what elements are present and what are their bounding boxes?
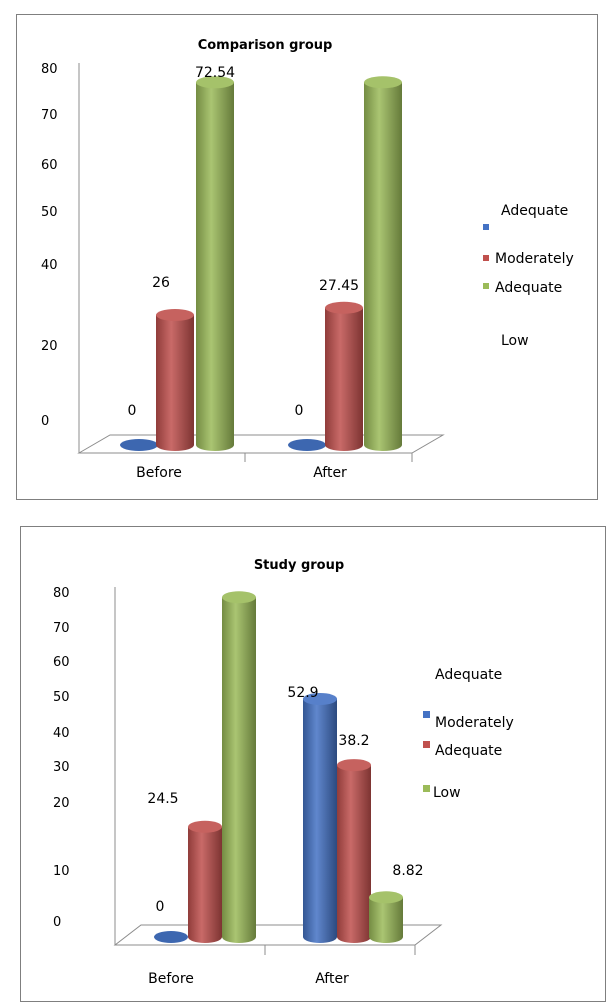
legend-swatch [423,741,430,748]
legend-swatch [423,785,430,792]
bar-series2-after-top [369,891,403,904]
category-label: Before [148,971,194,987]
category-label: After [313,465,347,481]
bar-series2-before-body [222,597,256,943]
bar-series2-before [196,76,234,452]
study-group-chart: Study group 80 70 60 50 40 30 20 10 0 0 24.5 52.9 38.… [53,558,514,987]
bar-series0-before-disc [120,439,158,451]
data-label: 27.45 [319,278,359,294]
bar-series1-after-top [325,301,363,314]
y-tick-label: 80 [53,586,70,601]
legend-label: Moderately [495,251,574,267]
bar-series1-after [337,759,371,943]
bar-series2-after [364,76,402,451]
y-tick-label: 20 [41,339,58,354]
y-tick-label: 0 [53,915,61,930]
legend-swatch [483,224,489,230]
bar-series0-after-top [303,692,337,705]
bar-series1-after-top [337,759,371,772]
bar-series0-before [120,439,158,451]
y-tick-label: 80 [41,62,58,77]
floor-plane [113,924,443,946]
comparison-group-chart: Comparison group 80 70 60 50 40 20 0 0 26 72.54 0 27… [41,38,574,481]
bar-series2-after-body [369,897,403,943]
legend-label: Adequate [495,280,562,296]
bar-series1-before-body [156,315,194,451]
y-tick-label: 60 [41,158,58,173]
bar-series1-after [325,301,363,451]
legend-label: Low [501,333,529,349]
bar-series0-after [288,439,326,451]
bar-series1-before [188,820,222,943]
bar-series2-after-body [364,82,402,451]
bar-series2-before [222,591,256,943]
data-label: 38.2 [338,733,369,749]
chart-title: Study group [254,558,344,573]
bar-series2-after [369,891,403,943]
data-label: 0 [295,403,304,419]
category-label: Before [136,465,182,481]
bar-series0-after-disc [288,439,326,451]
y-tick-label: 50 [53,690,70,705]
bar-series1-after-body [337,765,371,943]
legend-label: Adequate [435,667,502,683]
bar-series0-after-body [303,698,337,943]
bar-series1-before [156,309,194,451]
legend-swatch [483,283,489,289]
legend-label: Adequate [435,743,502,759]
y-tick-label: 0 [41,414,49,429]
bar-series2-before-top [222,591,256,604]
floor-plane [77,434,445,454]
legend-label: Moderately [435,715,514,731]
data-label: 26 [152,275,170,291]
legend-label: Adequate [501,203,568,219]
data-label: 24.5 [147,791,178,807]
bar-series0-before-disc [154,931,188,943]
data-label: 52.9 [287,685,318,701]
y-tick-label: 20 [53,796,70,811]
bar-series1-before-top [188,820,222,833]
y-tick-label: 70 [41,108,58,123]
legend-label: Low [433,785,461,801]
y-tick-label: 10 [53,864,70,879]
y-tick-label: 50 [41,205,58,220]
bar-series1-before-body [188,826,222,943]
bar-series1-before-top [156,309,194,321]
bar-series2-after-top [364,76,402,89]
category-label: After [315,971,349,987]
data-label: 8.82 [392,863,423,879]
bar-series0-before [154,931,188,943]
bar-series2-before-body [196,82,234,452]
y-tick-label: 40 [53,726,70,741]
y-tick-label: 70 [53,621,70,636]
bar-series0-after [303,692,337,943]
data-label: 0 [156,899,165,915]
data-label: 72.54 [195,65,235,81]
data-label: 0 [128,403,137,419]
bar-series1-after-body [325,307,363,451]
study-group-chart-panel: Study group 80 70 60 50 40 30 20 10 0 0 24.5 52.9 38.… [20,526,606,1002]
comparison-group-chart-panel: Comparison group 80 70 60 50 40 20 0 0 26 72.54 0 27… [16,14,598,500]
chart-title: Comparison group [198,38,333,53]
y-tick-label: 60 [53,655,70,670]
y-tick-label: 30 [53,760,70,775]
bar-series2-before-top [196,76,234,89]
legend-swatch [483,255,489,261]
y-tick-label: 40 [41,258,58,273]
legend-swatch [423,711,430,718]
